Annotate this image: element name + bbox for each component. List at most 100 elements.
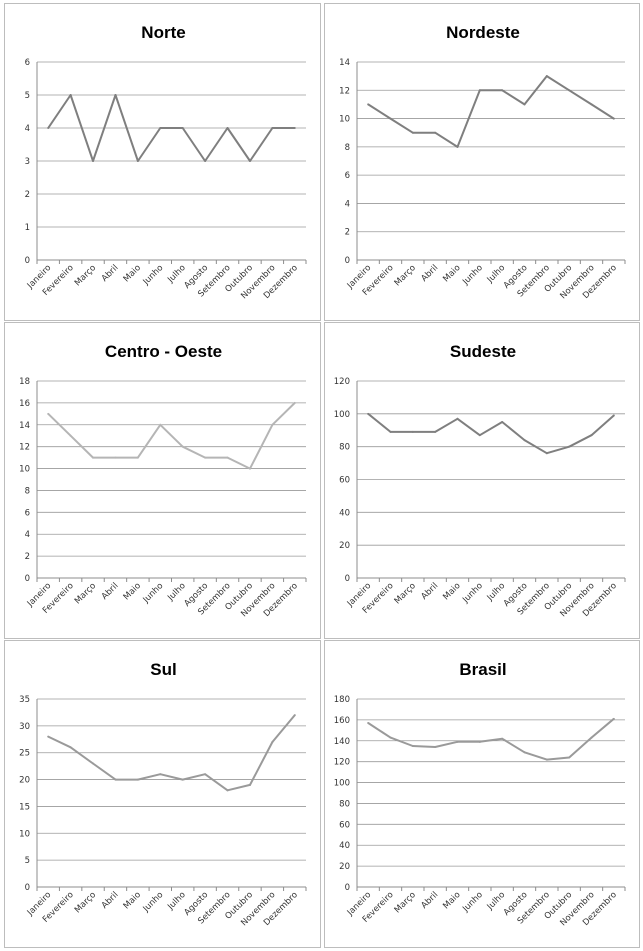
chart-title: Sul [150,660,176,679]
data-point [226,127,229,129]
data-point [523,751,526,754]
data-point [293,401,296,404]
data-point [612,414,615,417]
x-tick-label: Março [73,890,98,915]
data-point [92,456,95,459]
y-tick-label: 2 [25,552,30,562]
data-point [389,117,392,120]
y-tick-label: 20 [19,776,30,786]
y-tick-label: 160 [334,716,350,726]
data-point [545,75,548,78]
data-point [159,773,162,776]
y-tick-label: 3 [25,157,30,167]
data-point [92,160,95,162]
data-point [226,456,229,459]
chart-panel-centro-oeste: Centro - Oeste 0 2 4 6 8 10 12 14 16 18 Janeiro Feve… [4,322,321,639]
x-tick-label: Maio [441,890,462,911]
y-tick-label: 18 [19,377,30,387]
series-line [367,75,615,148]
chart-title: Norte [141,23,185,42]
data-point [114,94,117,96]
y-tick-label: 20 [339,541,350,551]
chart-panel-sul: Sul 0 5 10 15 20 25 30 35 Janeiro Fevereiro Março Ab… [4,640,321,948]
data-point [181,778,184,781]
y-tick-label: 0 [345,574,350,584]
x-tick-label: Abril [100,890,121,911]
data-point [204,160,207,162]
y-tick-label: 15 [19,802,30,812]
y-tick-label: 5 [25,91,30,101]
y-tick-label: 14 [19,421,30,431]
y-tick-label: 10 [19,465,30,475]
y-tick-label: 100 [334,779,350,789]
y-tick-label: 0 [345,256,350,266]
y-tick-label: 120 [334,377,350,387]
data-point [114,456,117,459]
y-tick-label: 60 [339,476,350,486]
y-tick-label: 4 [345,199,350,209]
y-tick-label: 2 [25,190,30,200]
y-tick-label: 180 [334,695,350,705]
y-tick-label: 14 [339,58,350,68]
data-point [478,434,481,437]
data-point [248,783,251,786]
data-point [434,131,437,134]
data-point [204,773,207,776]
series-line [367,718,615,761]
data-point [389,430,392,433]
x-tick-label: Março [73,581,98,606]
data-point [248,160,251,162]
data-point [389,736,392,739]
data-point [271,127,274,129]
data-point [501,421,504,424]
y-tick-label: 80 [339,799,350,809]
y-tick-label: 10 [19,829,30,839]
y-tick-label: 6 [25,58,30,68]
data-point [159,423,162,426]
y-tick-label: 1 [25,223,30,233]
series-line [47,714,296,792]
data-point [545,758,548,761]
data-point [411,131,414,134]
data-point [456,740,459,743]
x-tick-label: Março [393,890,418,915]
data-point [568,89,571,92]
data-point [568,756,571,759]
chart-panel-brasil: Brasil 0 20 40 60 80 100 120 140 160 180 Janeiro Fev… [324,640,640,948]
data-point [136,778,139,781]
data-point [293,714,296,717]
y-tick-label: 0 [25,574,30,584]
y-tick-label: 6 [345,171,350,181]
y-tick-label: 10 [339,115,350,125]
x-tick-label: Abril [419,581,440,602]
data-point [367,722,370,725]
data-point [92,762,95,765]
data-point [181,127,184,129]
data-point [523,439,526,442]
chart-sudeste: Sudeste020406080100120JaneiroFevereiroMa… [334,342,626,619]
data-point [69,94,72,96]
y-tick-label: 12 [339,86,350,96]
data-point [434,430,437,433]
x-tick-label: Abril [100,581,121,602]
data-point [501,737,504,740]
x-tick-label: Maio [122,890,143,911]
data-point [478,89,481,92]
y-tick-label: 30 [19,722,30,732]
data-point [271,740,274,743]
data-point [367,412,370,415]
y-tick-label: 40 [339,841,350,851]
y-tick-label: 8 [345,143,350,153]
data-point [501,89,504,92]
data-point [47,735,50,738]
chart-title: Sudeste [450,342,516,361]
y-tick-label: 40 [339,508,350,518]
data-point [612,717,615,720]
y-tick-label: 100 [334,410,350,420]
y-tick-label: 4 [25,124,30,134]
x-tick-label: Março [393,581,418,606]
data-point [456,145,459,148]
chart-title: Brasil [459,660,506,679]
